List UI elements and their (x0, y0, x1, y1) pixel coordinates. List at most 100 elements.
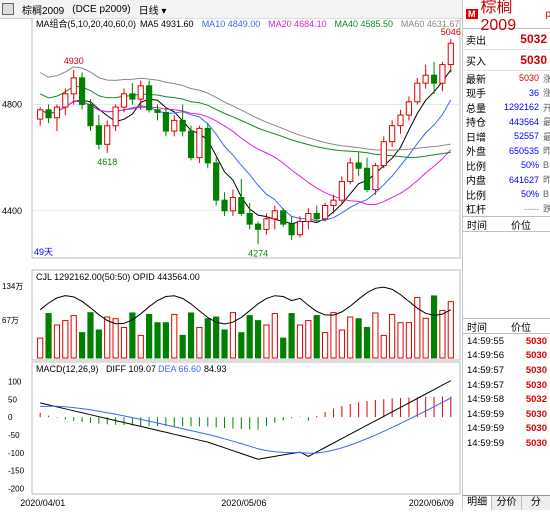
volume-axis: 134万 67万 (2, 282, 23, 325)
ma-legend-item: MA20 4684.10 (268, 19, 327, 29)
trade-time: 14:59:56 (467, 350, 504, 362)
stat-value: 1292162 (503, 102, 539, 113)
stat-extra: B (543, 189, 550, 200)
macd-axis: 100 50 0 -50 -100 -150 -200 (8, 378, 25, 494)
volume-bar (229, 312, 237, 359)
volume-bar (196, 326, 203, 359)
date-axis: 2020/04/01 2020/05/06 2020/06/09 (20, 498, 454, 508)
ma-legend: MA5 4931.60 MA10 4849.00 MA20 4684.10 MA40 … (140, 19, 459, 29)
macd-tick: -50 (8, 431, 20, 440)
candle-body (288, 223, 295, 236)
trade-time: 14:59:59 (467, 437, 504, 449)
time-header-2: 时间 (467, 322, 487, 334)
candle-body (70, 77, 77, 95)
detail-tabs: 明细 分价分 (463, 495, 550, 510)
candle-body (204, 127, 211, 164)
kline-svg[interactable]: MA组合(5,10,20,40,60,0) MA5 4931.60 MA10 48… (0, 17, 462, 510)
volume-bar (70, 315, 77, 359)
volume-bar (213, 316, 220, 359)
stat-value: 641627 (508, 174, 539, 185)
candle-body (162, 111, 169, 132)
volume-bar (129, 312, 136, 359)
trade-price: 5030 (525, 350, 547, 362)
period-dropdown[interactable]: 日线 ▾ (139, 2, 167, 17)
candle-body (430, 74, 438, 84)
candle-body (389, 125, 396, 143)
date-tick: 2020/04/01 (20, 498, 65, 508)
trade-list[interactable]: 时间 价位 14:59:55 5030 14:59:56 5030 14:59:57 50… (463, 318, 550, 451)
macd-name: MACD(12,26,9) (36, 364, 99, 374)
volume-bar (355, 318, 362, 359)
quote-header: M 棕榈2009 p (463, 0, 550, 34)
stat-label: 日增 (466, 132, 486, 144)
trade-row: 14:59:58 5032 (463, 392, 550, 407)
candle-body (37, 109, 44, 120)
ma-group-label: MA组合(5,10,20,40,60,0) (36, 18, 136, 29)
trades-header-top: 时间 价位 (463, 216, 550, 232)
volume-bar (246, 315, 253, 359)
volume-bar (322, 332, 329, 359)
stat-value: 50% (520, 189, 539, 200)
buy-row: 买入 5030 (463, 50, 550, 71)
volume-legend: CJL 1292162.00(50:50) OPID 443564.00 (36, 272, 200, 282)
volume-panel (31, 269, 461, 361)
volume-bar (389, 313, 396, 359)
tab-2[interactable]: 分 (522, 496, 550, 510)
tab-1[interactable]: 分价 (492, 496, 522, 510)
volume-bar (305, 320, 312, 359)
macd-tick: 100 (8, 378, 22, 387)
kline-chart[interactable]: MA组合(5,10,20,40,60,0) MA5 4931.60 MA10 48… (0, 17, 462, 510)
volume-bar (296, 324, 304, 359)
volume-bar (397, 322, 404, 359)
macd-tick: 50 (8, 395, 17, 404)
stat-extra: B (543, 160, 550, 171)
stat-label: 总量 (466, 103, 486, 115)
macd-diff: DIFF 109.07 (106, 364, 156, 374)
stat-extra: 最 (543, 131, 550, 142)
trade-time: 14:59:57 (467, 379, 504, 391)
stat-value: 650535 (508, 145, 539, 156)
stat-extra: 跌 (543, 204, 550, 215)
tab-0[interactable]: 明细 (463, 496, 493, 510)
quote-stat-row: 总量 1292162 开 (463, 100, 550, 115)
trade-price: 5032 (525, 394, 547, 406)
date-tick: 2020/05/06 (221, 498, 266, 508)
candle-body (322, 204, 329, 220)
candle-body (380, 141, 387, 167)
volume-bar (280, 337, 287, 359)
volume-bar (104, 316, 111, 359)
candle-body (112, 106, 119, 127)
trades-header: 时间 价位 (463, 318, 550, 334)
trade-time: 14:59:55 (467, 335, 504, 347)
trade-price: 5030 (525, 379, 547, 391)
volume-bar (179, 334, 186, 359)
buy-price: 5030 (520, 53, 547, 67)
open-interest-line (39, 286, 452, 325)
candle-body (196, 127, 203, 159)
stat-extra: 最 (543, 117, 550, 128)
ma-line (39, 69, 452, 225)
date-tick: 2020/06/09 (409, 498, 454, 508)
dea-line (40, 397, 452, 454)
trade-time: 14:59:57 (467, 364, 504, 376)
candle-body (137, 85, 144, 100)
volume-bar (447, 301, 454, 359)
stat-extra: 涨 (543, 88, 550, 99)
volume-bar (45, 313, 52, 359)
quote-stat-row: 现手 36 涨 (463, 86, 550, 101)
macd-panel (31, 361, 461, 495)
day-count-label: 49天 (34, 247, 53, 257)
candle-body (330, 199, 337, 206)
volume-bar (62, 320, 69, 359)
contract-suffix: p (545, 8, 550, 20)
candle-body (246, 212, 253, 225)
quote-stat-row: 比例 50% B (463, 187, 550, 202)
candle-body (129, 93, 136, 100)
quote-stat-row: 比例 50% B (463, 158, 550, 173)
quote-panel: M 棕榈2009 p 卖出 5032 买入 5030 最新 5030 涨现手 36 涨总… (462, 0, 550, 510)
chart-titlebar: 棕榈2009 (DCE p2009) 日线 ▾ (0, 0, 462, 19)
price-header-2: 价位 (511, 322, 531, 334)
stat-extra: 昨 (543, 175, 550, 186)
volume-bar (271, 313, 278, 359)
candle-body (78, 77, 86, 105)
